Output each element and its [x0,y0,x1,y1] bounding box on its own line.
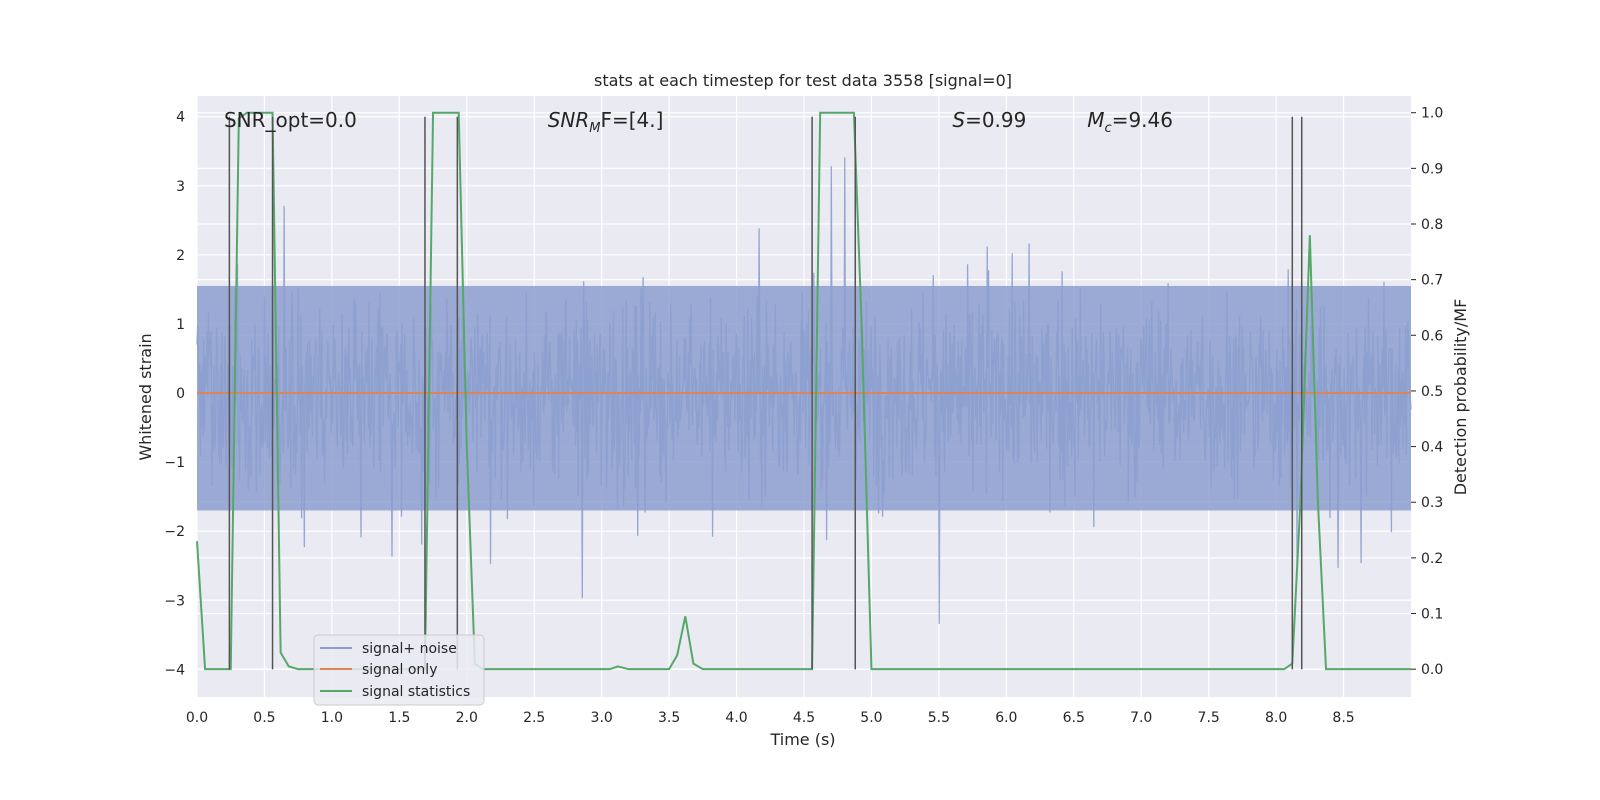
x-tick-label-4: 2.0 [456,710,478,726]
annotation-2: S=0.99 [952,108,1026,132]
series-line-signal-noise [196,157,1412,624]
y-tick-label-7: 3 [176,179,185,195]
annotation-3: Mc=9.46 [1087,108,1173,136]
y-tick-label-2: −2 [164,524,185,540]
legend-label-signal-noise: signal+ noise [362,641,457,657]
y-tick-label-6: 2 [176,248,185,264]
y-tick-label-1: −3 [164,593,185,609]
x-tick-label-1: 0.5 [253,710,275,726]
x-tick-label-6: 3.0 [591,710,613,726]
x-tick-label-0: 0.0 [186,710,208,726]
legend-frame [313,634,485,706]
y-right-tick-label-6: 0.6 [1421,328,1443,344]
y-right-tick-label-2: 0.2 [1421,551,1443,567]
y-right-axis-ticks: 0.0 0.1 0.2 0.3 0.4 0.5 0.6 0.7 0.8 0.9 1.0 [1411,106,1443,678]
x-tick-label-10: 5.0 [860,710,882,726]
x-axis-label: Time (s) [769,730,835,749]
x-tick-label-2: 1.0 [321,710,343,726]
x-tick-label-7: 3.5 [658,710,680,726]
series-line-signal-statistics [196,111,1411,671]
legend-label-signal-statistics: signal statistics [362,684,470,700]
y-right-tick-label-8: 0.8 [1421,217,1443,233]
y-tick-label-5: 1 [176,317,185,333]
series-layer [196,111,1411,671]
x-tick-label-3: 1.5 [388,710,410,726]
legend: signal+ noise signal only signal statist… [313,634,485,706]
x-tick-label-9: 4.5 [793,710,815,726]
x-tick-label-12: 6.0 [995,710,1017,726]
detection-markers [228,116,1303,670]
y-right-tick-label-3: 0.3 [1421,495,1443,511]
noise-series [196,157,1412,624]
y-right-tick-label-0: 0.0 [1421,662,1443,678]
y-right-tick-label-9: 0.9 [1421,161,1443,177]
y-right-tick-label-7: 0.7 [1421,273,1443,289]
legend-label-signal-only: signal only [362,662,437,678]
y-tick-label-4: 0 [176,386,185,402]
x-tick-label-11: 5.5 [928,710,950,726]
y-right-tick-label-5: 0.5 [1421,384,1443,400]
x-tick-label-16: 8.0 [1265,710,1287,726]
y-axis-ticks: −4 −3 −2 −1 0 1 2 3 4 [164,110,185,679]
y-axis-label: Whitened strain [136,333,155,460]
x-tick-label-5: 2.5 [523,710,545,726]
x-tick-label-17: 8.5 [1332,710,1354,726]
x-axis-ticks: 0.0 0.5 1.0 1.5 2.0 2.5 3.0 3.5 4.0 4.5 5.0 5.5 6.0 6… [186,710,1355,726]
y-tick-label-8: 4 [176,110,185,126]
y-tick-label-3: −1 [164,455,185,471]
y-right-axis-label: Detection probability/MF [1451,299,1470,496]
x-tick-label-8: 4.0 [725,710,747,726]
chart-title: stats at each timestep for test data 355… [594,71,1012,90]
x-tick-label-14: 7.0 [1130,710,1152,726]
x-tick-label-15: 7.5 [1198,710,1220,726]
annotation-0: SNR_opt=0.0 [224,108,357,132]
x-tick-label-13: 6.5 [1063,710,1085,726]
annotation-1: SNRMF=[4.] [548,108,664,136]
y-right-tick-label-1: 0.1 [1421,607,1443,623]
y-right-tick-label-10: 1.0 [1421,106,1443,122]
y-right-tick-label-4: 0.4 [1421,440,1443,456]
annotations: SNR_opt=0.0 SNRMF=[4.] S=0.99 Mc=9.46 [224,108,1173,136]
y-tick-label-0: −4 [164,662,185,678]
